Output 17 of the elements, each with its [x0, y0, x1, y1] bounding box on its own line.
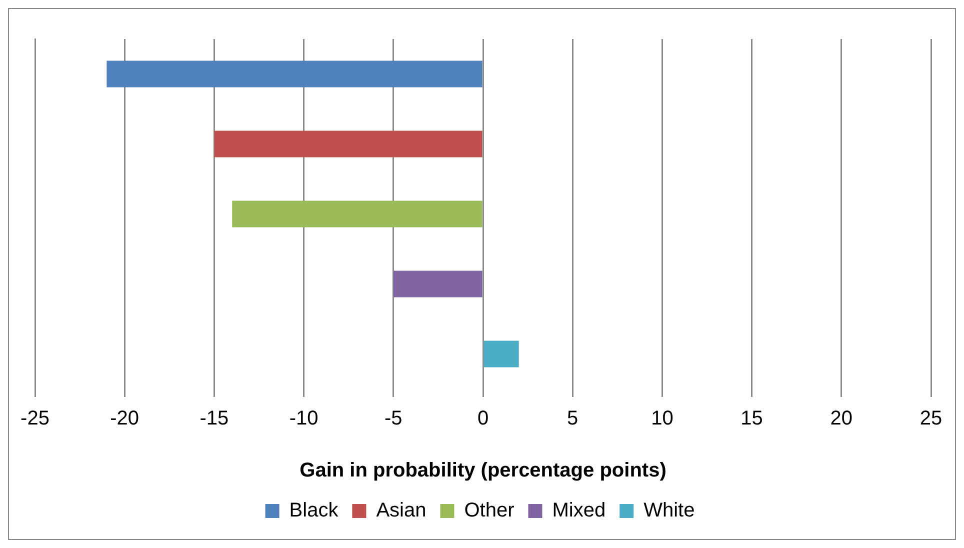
- x-tick-label: 10: [651, 408, 674, 430]
- legend-label: Asian: [376, 500, 426, 522]
- x-tick-label: 20: [830, 408, 853, 430]
- x-tick-label: -25: [20, 408, 50, 430]
- x-tick-label: -15: [200, 408, 229, 430]
- legend-label: White: [644, 500, 695, 522]
- x-tick-label: -20: [110, 408, 140, 430]
- legend-label: Mixed: [552, 500, 606, 522]
- legend-label: Black: [289, 500, 340, 522]
- x-tick-label: -10: [289, 408, 318, 430]
- x-tick-label: 0: [477, 408, 489, 430]
- x-axis-title: Gain in probability (percentage points): [300, 460, 666, 482]
- x-tick-label: 5: [567, 408, 578, 430]
- x-tick-label: -5: [384, 408, 402, 430]
- x-tick-label: 25: [920, 408, 942, 430]
- legend-label: Other: [464, 500, 515, 522]
- x-tick-label: 15: [740, 408, 763, 430]
